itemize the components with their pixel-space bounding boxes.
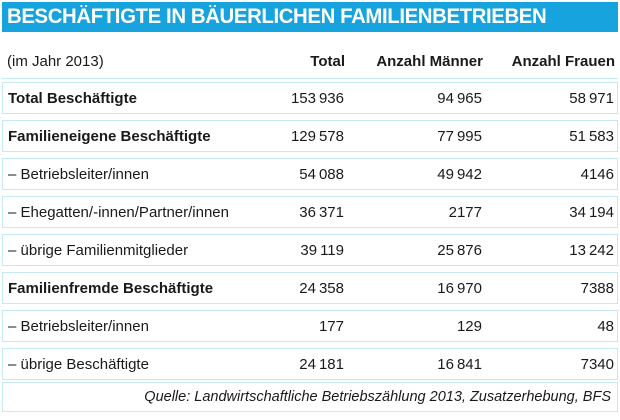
cell-frauen: 4146 xyxy=(580,165,614,183)
page-title: BESCHÄFTIGTE IN BÄUERLICHEN FAMILIENBETR… xyxy=(7,5,547,28)
table-row: Familieneigene Beschäftigte 129 578 77 9… xyxy=(2,120,618,152)
cell-maenner: 49 942 xyxy=(437,165,482,183)
table-row: – Ehegatten/-innen/Partner/innen 36 371 … xyxy=(2,196,618,228)
column-header-maenner: Anzahl Männer xyxy=(376,53,483,70)
period-label: (im Jahr 2013) xyxy=(7,53,104,70)
cell-frauen: 34 194 xyxy=(569,203,614,221)
row-label: – Ehegatten/-innen/Partner/innen xyxy=(8,203,229,221)
cell-maenner: 2177 xyxy=(448,203,482,221)
table-row: – Betriebsleiter/innen 177 129 48 xyxy=(2,310,618,342)
cell-total: 39 119 xyxy=(300,241,344,259)
cell-frauen: 7340 xyxy=(580,355,614,373)
table-body: Total Beschäftigte 153 936 94 965 58 971… xyxy=(2,82,618,380)
column-header-frauen: Anzahl Frauen xyxy=(511,53,615,70)
cell-frauen: 51 583 xyxy=(569,127,614,145)
source-row: Quelle: Landwirtschaftliche Betriebszähl… xyxy=(2,382,618,412)
table-row: – übrige Familienmitglieder 39 119 25 87… xyxy=(2,234,618,266)
cell-frauen: 7388 xyxy=(580,279,614,297)
cell-frauen: 13 242 xyxy=(569,241,614,259)
cell-total: 54 088 xyxy=(299,165,344,183)
cell-total: 177 xyxy=(318,317,344,335)
row-label: Familieneigene Beschäftigte xyxy=(8,127,211,145)
table-row: – übrige Beschäftigte 24 181 16 841 7340 xyxy=(2,348,618,380)
title-bar: BESCHÄFTIGTE IN BÄUERLICHEN FAMILIENBETR… xyxy=(2,2,618,32)
row-label: Familienfremde Beschäftigte xyxy=(8,279,214,297)
row-label: – Betriebsleiter/innen xyxy=(8,165,149,183)
cell-maenner: 25 876 xyxy=(437,241,482,259)
row-label: – Betriebsleiter/innen xyxy=(8,317,149,335)
cell-frauen: 58 971 xyxy=(569,89,614,107)
table-row: Familienfremde Beschäftigte 24 358 16 97… xyxy=(2,272,618,304)
cell-total: 24 181 xyxy=(299,355,344,373)
cell-total: 24 358 xyxy=(299,279,344,297)
cell-total: 153 936 xyxy=(290,89,344,107)
cell-total: 36 371 xyxy=(299,203,344,221)
cell-maenner: 16 970 xyxy=(437,279,482,297)
cell-maenner: 129 xyxy=(456,317,482,335)
cell-frauen: 48 xyxy=(597,317,614,335)
cell-total: 129 578 xyxy=(290,127,344,145)
row-label: – übrige Beschäftigte xyxy=(8,355,149,373)
row-label: Total Beschäftigte xyxy=(8,89,137,107)
row-label: – übrige Familienmitglieder xyxy=(8,241,189,259)
cell-maenner: 77 995 xyxy=(437,127,482,145)
cell-maenner: 94 965 xyxy=(437,89,482,107)
cell-maenner: 16 841 xyxy=(437,355,482,373)
column-header-total: Total xyxy=(310,53,345,70)
source-note: Quelle: Landwirtschaftliche Betriebszähl… xyxy=(144,389,611,405)
table-row: – Betriebsleiter/innen 54 088 49 942 414… xyxy=(2,158,618,190)
table-row: Total Beschäftigte 153 936 94 965 58 971 xyxy=(2,82,618,114)
table-header-row: (im Jahr 2013) Total Anzahl Männer Anzah… xyxy=(2,38,618,79)
